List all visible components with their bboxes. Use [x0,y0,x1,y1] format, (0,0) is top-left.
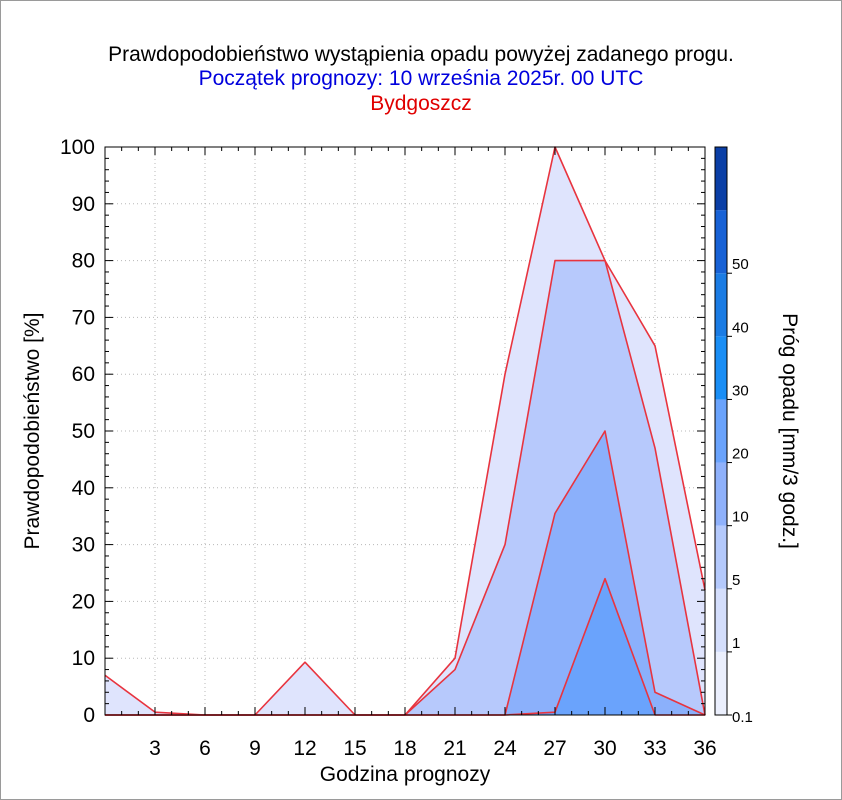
y-tick-label: 40 [72,477,95,500]
colorbar-segment [715,525,727,589]
y-tick-label: 100 [60,136,95,159]
y-tick-label: 80 [72,250,95,273]
colorbar-tick-label: 50 [732,256,749,273]
y-tick-label: 60 [72,363,95,386]
y-tick-label: 90 [72,193,95,216]
x-tick-label: 30 [593,737,616,760]
colorbar-tick-label: 30 [732,382,749,399]
chart-title: Prawdopodobieństwo wystąpienia opadu pow… [108,43,734,66]
y-tick-label: 30 [72,534,95,557]
location-label: Bydgoszcz [370,92,472,115]
x-tick-label: 27 [543,737,566,760]
colorbar-segment [715,147,727,211]
plot-border [104,146,706,716]
colorbar-title: Próg opadu [mm/3 godz.] [778,313,801,549]
x-tick-label: 36 [693,737,716,760]
x-tick-label: 6 [199,737,211,760]
colorbar-tick-label: 10 [732,509,749,526]
y-axis-title: Prawdopodobieństwo [%] [21,313,44,550]
colorbar-segment [715,399,727,463]
x-tick-label: 24 [493,737,517,760]
colorbar-segment [715,210,727,274]
colorbar [714,146,728,716]
colorbar-tick-labels: 0.1 1 5 10 20 30 40 50 [727,256,753,726]
x-tick-label: 3 [149,737,161,760]
colorbar-segment [715,588,727,652]
colorbar-tick-label: 0.1 [732,709,753,726]
x-tick-label: 15 [343,737,366,760]
colorbar-tick-label: 1 [732,635,740,652]
colorbar-tick-label: 20 [732,446,749,463]
chart-subtitle: Początek prognozy: 10 września 2025r. 00… [198,67,644,90]
colorbar-tick-label: 5 [732,572,740,589]
y-tick-labels: 0 10 20 30 40 50 60 70 80 90 100 [60,136,95,727]
colorbar-segment [715,462,727,526]
x-axis-title: Godzina prognozy [320,763,491,786]
y-tick-label: 10 [72,647,95,670]
y-tick-label: 20 [72,590,95,613]
x-tick-label: 21 [443,737,466,760]
colorbar-border [714,146,728,716]
x-tick-label: 9 [249,737,261,760]
axis-ticks [104,146,706,716]
x-tick-label: 12 [293,737,316,760]
x-tick-label: 18 [393,737,416,760]
y-tick-label: 50 [72,420,95,443]
area-threshold-5 [105,431,705,715]
colorbar-segment [715,651,727,715]
area-threshold-10 [105,578,705,715]
x-tick-labels: 3 6 9 12 15 18 21 24 27 30 33 36 [149,737,717,760]
y-tick-label: 0 [83,704,95,727]
colorbar-tick-label: 40 [732,319,749,336]
colorbar-segment [715,336,727,400]
x-tick-label: 33 [643,737,666,760]
y-tick-label: 70 [72,306,95,329]
colorbar-segment [715,273,727,337]
